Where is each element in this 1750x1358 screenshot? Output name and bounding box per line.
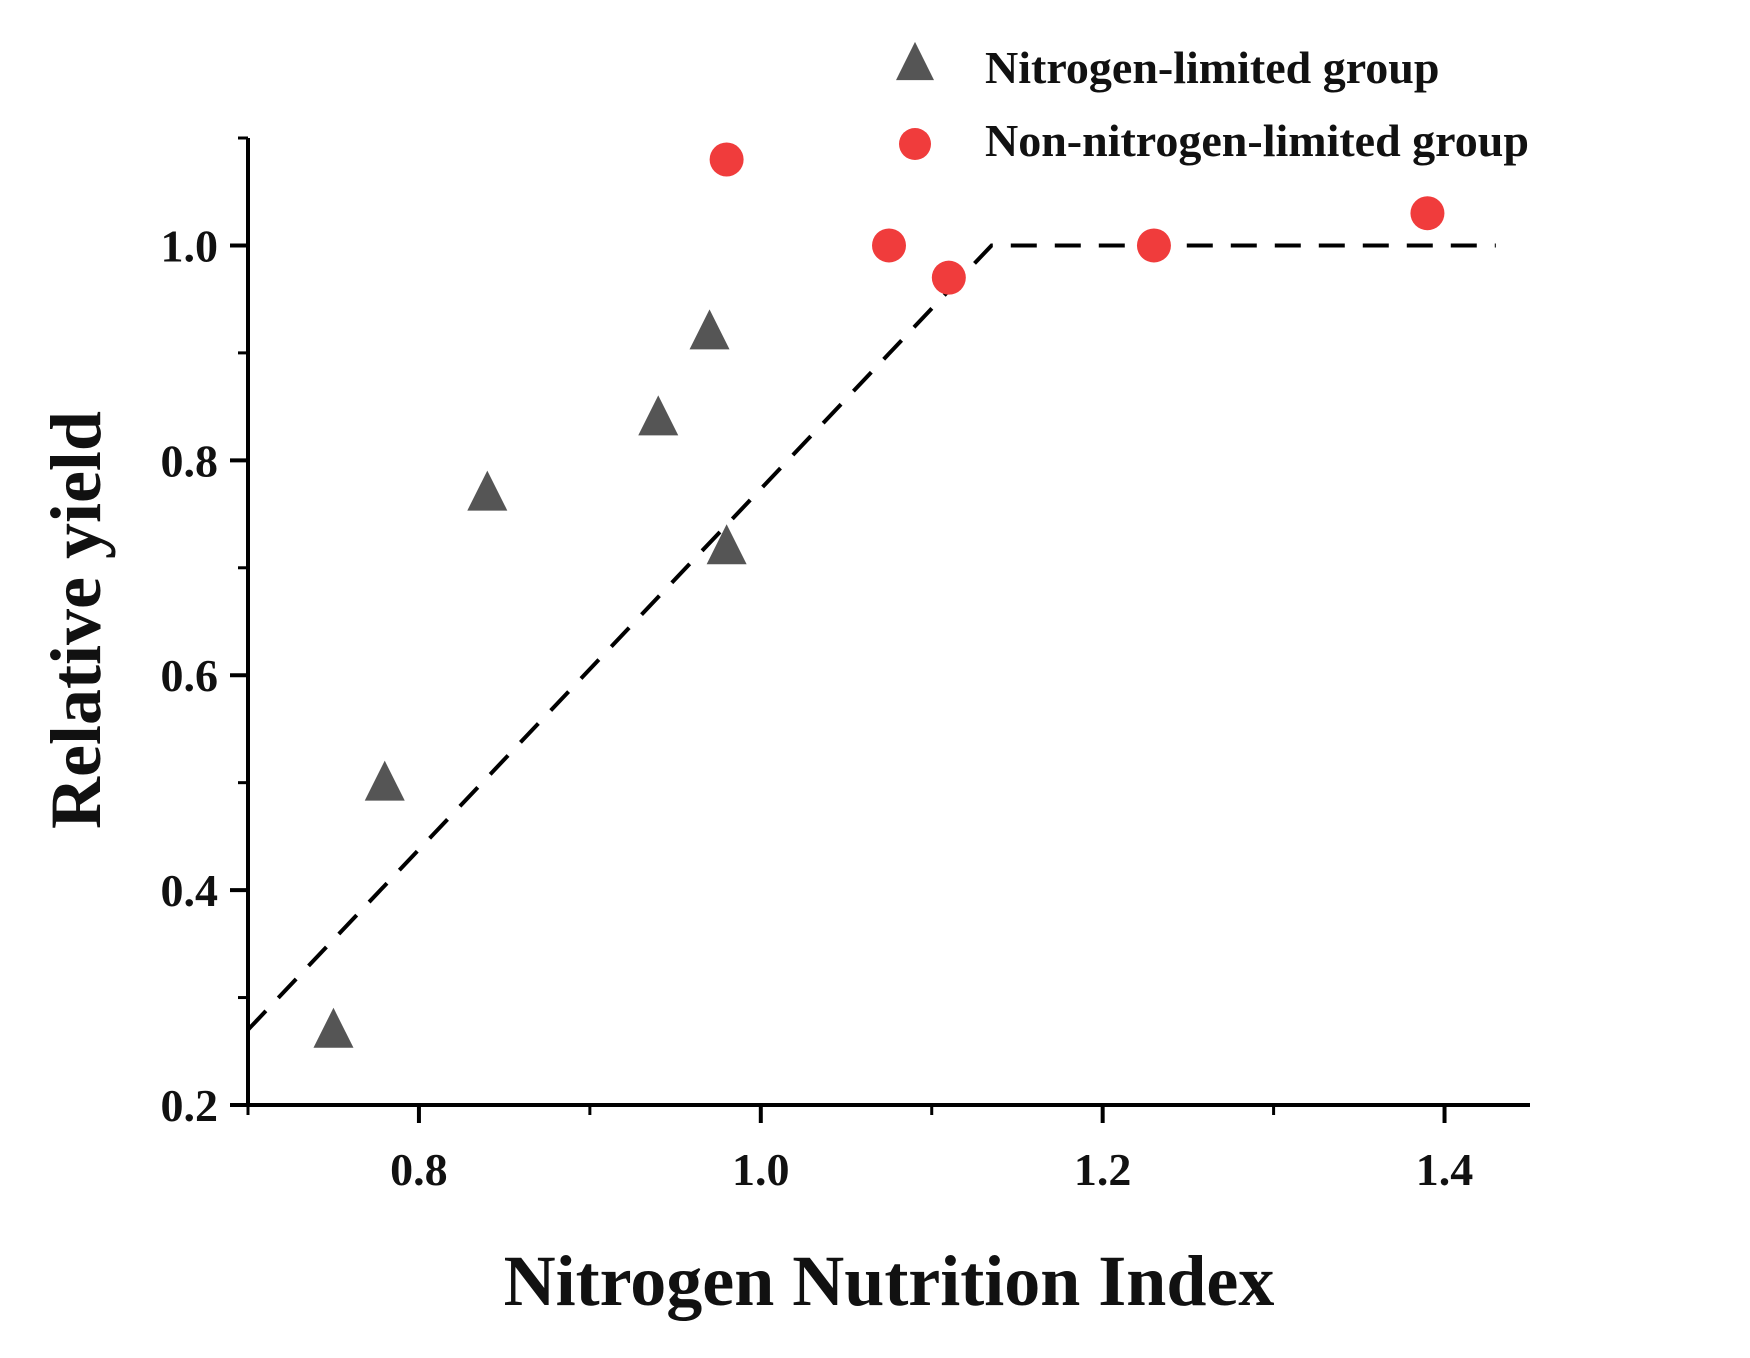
data-points-layer — [313, 142, 1445, 1048]
data-point-triangle — [364, 760, 405, 801]
legend-marker-triangle — [896, 41, 934, 81]
legend-marker-circle — [899, 128, 931, 160]
fit-line — [246, 243, 1496, 1032]
axes-layer: 0.8 1.0 1.2 1.4 0.2 0.4 0.6 0.8 1.0 — [161, 136, 1530, 1195]
x-tick-label: 0.8 — [390, 1144, 448, 1195]
data-point-triangle — [638, 395, 679, 436]
y-tick-label: 0.6 — [161, 650, 219, 701]
data-point-triangle — [313, 1007, 354, 1048]
data-point-triangle — [467, 470, 508, 511]
legend: Nitrogen-limited group Non-nitrogen-limit… — [896, 41, 1529, 166]
data-point-circle — [872, 228, 906, 263]
data-point-circle — [931, 260, 966, 295]
legend-label: Non-nitrogen-limited group — [985, 115, 1529, 166]
data-point-circle — [1410, 196, 1445, 231]
x-axis-title: Nitrogen Nutrition Index — [504, 1241, 1275, 1321]
x-tick-label: 1.4 — [1416, 1144, 1474, 1195]
data-point-triangle — [706, 524, 747, 565]
legend-label: Nitrogen-limited group — [985, 42, 1439, 93]
x-tick-label: 1.0 — [732, 1144, 790, 1195]
data-point-triangle — [689, 309, 730, 350]
fit-line-layer — [246, 243, 1496, 1032]
x-tick-label: 1.2 — [1074, 1144, 1132, 1195]
y-tick-label: 0.4 — [161, 865, 219, 916]
y-tick-label: 0.8 — [161, 435, 219, 486]
data-point-circle — [1136, 228, 1171, 263]
y-tick-label: 0.2 — [161, 1080, 219, 1131]
y-axis-title: Relative yield — [36, 411, 116, 829]
data-point-circle — [709, 142, 744, 177]
y-tick-label: 1.0 — [161, 220, 219, 271]
